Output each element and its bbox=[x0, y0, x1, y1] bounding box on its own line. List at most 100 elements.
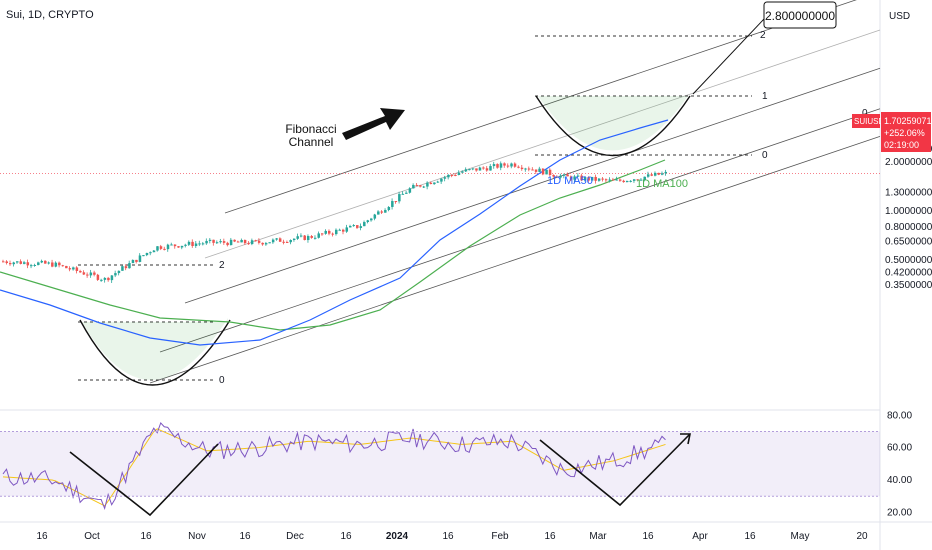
candle bbox=[285, 241, 289, 243]
candle bbox=[555, 176, 559, 178]
candle bbox=[499, 163, 503, 168]
price-tag-change: +252.06% bbox=[884, 128, 925, 138]
candle bbox=[422, 186, 426, 188]
time-tick: Apr bbox=[692, 531, 708, 542]
candle bbox=[198, 243, 201, 245]
candle bbox=[324, 230, 327, 234]
candle bbox=[131, 259, 135, 264]
candle bbox=[240, 239, 243, 243]
fib-left-label-2: 2 bbox=[219, 260, 225, 271]
candle bbox=[426, 182, 429, 187]
candle bbox=[387, 206, 391, 211]
candle bbox=[121, 266, 124, 271]
candle bbox=[327, 230, 331, 234]
time-tick: Dec bbox=[286, 531, 304, 542]
candle bbox=[51, 262, 54, 267]
candle bbox=[394, 201, 398, 203]
candle bbox=[100, 279, 103, 281]
candle bbox=[608, 179, 611, 181]
candle bbox=[356, 225, 359, 228]
candle bbox=[450, 174, 454, 176]
candle bbox=[650, 174, 653, 176]
candle bbox=[618, 179, 622, 181]
candle bbox=[107, 277, 110, 281]
candle bbox=[520, 167, 524, 170]
candle bbox=[436, 181, 440, 183]
candle bbox=[335, 229, 338, 235]
candle bbox=[201, 243, 205, 245]
target-box-text: 2.800000000 bbox=[765, 9, 835, 23]
candle bbox=[194, 243, 198, 246]
candle bbox=[173, 244, 177, 247]
candle bbox=[68, 268, 72, 270]
price-tick: 0.420000000 bbox=[885, 267, 932, 278]
candle bbox=[40, 260, 44, 263]
candle bbox=[264, 243, 268, 245]
candle bbox=[310, 236, 313, 238]
candle bbox=[636, 179, 639, 181]
candle bbox=[576, 175, 580, 177]
candle bbox=[166, 244, 170, 250]
candle bbox=[170, 244, 173, 246]
candle bbox=[145, 252, 149, 256]
rsi-v-right bbox=[539, 433, 691, 507]
candle bbox=[205, 240, 208, 244]
price-tick: 1.000000000 bbox=[885, 206, 932, 217]
candle bbox=[443, 177, 447, 179]
candle bbox=[366, 220, 370, 223]
candle bbox=[268, 242, 271, 244]
target-box bbox=[763, 1, 837, 29]
candle bbox=[65, 266, 68, 269]
candle bbox=[117, 270, 121, 274]
candle bbox=[660, 173, 664, 175]
rsi-tick: 20.00 bbox=[887, 508, 912, 519]
candle bbox=[292, 238, 296, 240]
candle bbox=[247, 243, 250, 245]
candle bbox=[664, 171, 667, 174]
time-tick: 16 bbox=[642, 531, 654, 542]
right-cup-fill bbox=[538, 96, 688, 151]
candle bbox=[534, 169, 538, 172]
candle bbox=[412, 184, 415, 189]
candle bbox=[103, 277, 107, 280]
fib-right-label-0: 0 bbox=[762, 150, 768, 161]
candle bbox=[461, 171, 464, 173]
left-cup-fill bbox=[82, 318, 228, 381]
price-tag-price: 1.702590711 bbox=[884, 116, 932, 126]
price-pane bbox=[0, 0, 880, 408]
time-tick: 16 bbox=[442, 531, 454, 542]
candle bbox=[72, 267, 75, 270]
channel-arrow bbox=[342, 108, 405, 140]
candle bbox=[2, 261, 5, 263]
ma100-line bbox=[0, 159, 666, 331]
candle bbox=[601, 178, 604, 180]
candle bbox=[401, 193, 405, 195]
candle bbox=[226, 242, 229, 246]
candle bbox=[384, 210, 387, 213]
time-tick: 20 bbox=[856, 531, 868, 542]
candle bbox=[33, 264, 37, 266]
time-tick: 16 bbox=[239, 531, 251, 542]
candle bbox=[317, 233, 320, 238]
candle bbox=[296, 236, 299, 239]
candle bbox=[30, 265, 33, 267]
ma50-label: 1D MA50 bbox=[547, 175, 593, 187]
fib-channel-line bbox=[204, 29, 881, 259]
candle bbox=[471, 168, 475, 170]
candle bbox=[215, 242, 219, 244]
fib-right-label-2: 2 bbox=[760, 30, 766, 41]
candle bbox=[552, 174, 555, 177]
candle bbox=[9, 263, 12, 265]
candle bbox=[44, 260, 47, 264]
candle bbox=[594, 176, 597, 181]
candle bbox=[482, 167, 485, 169]
candle bbox=[16, 261, 19, 263]
fib-channel-line bbox=[184, 67, 881, 304]
candle bbox=[527, 168, 531, 170]
candle bbox=[345, 227, 349, 232]
rsi-ma-line bbox=[2, 428, 666, 507]
candle bbox=[496, 164, 499, 168]
candle bbox=[485, 168, 489, 171]
candle bbox=[191, 241, 194, 246]
